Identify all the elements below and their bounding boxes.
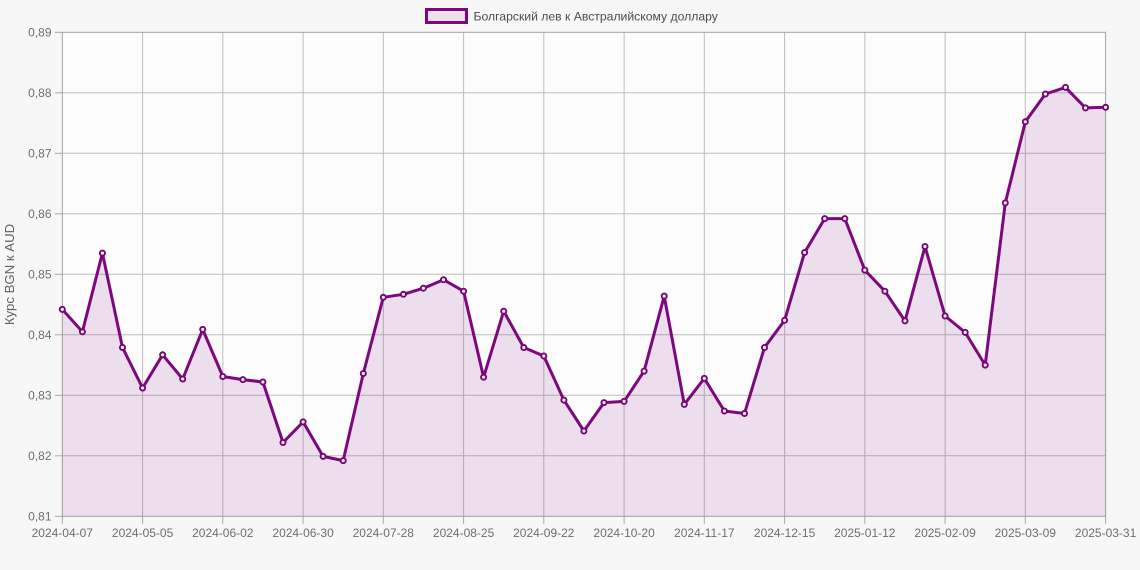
svg-text:Курс BGN к AUD: Курс BGN к AUD xyxy=(2,224,17,325)
svg-text:0,84: 0,84 xyxy=(28,328,52,342)
svg-text:2025-02-09: 2025-02-09 xyxy=(914,526,976,540)
svg-text:0,82: 0,82 xyxy=(28,449,52,463)
svg-text:2024-04-07: 2024-04-07 xyxy=(32,526,94,540)
svg-text:2024-06-30: 2024-06-30 xyxy=(272,526,334,540)
svg-text:2024-08-25: 2024-08-25 xyxy=(433,526,495,540)
svg-text:Болгарский лев к Австралийском: Болгарский лев к Австралийскому доллару xyxy=(474,9,719,23)
svg-text:2024-11-17: 2024-11-17 xyxy=(674,526,735,540)
svg-text:2025-01-12: 2025-01-12 xyxy=(834,526,896,540)
svg-text:0,83: 0,83 xyxy=(28,389,52,403)
svg-text:2025-03-09: 2025-03-09 xyxy=(995,526,1057,540)
svg-text:2024-10-20: 2024-10-20 xyxy=(593,526,655,540)
svg-text:2024-06-02: 2024-06-02 xyxy=(192,526,254,540)
svg-text:0,88: 0,88 xyxy=(28,86,52,100)
svg-text:0,87: 0,87 xyxy=(28,147,52,161)
svg-text:2024-09-22: 2024-09-22 xyxy=(513,526,575,540)
svg-text:0,85: 0,85 xyxy=(28,268,52,282)
svg-text:0,89: 0,89 xyxy=(28,26,52,40)
svg-text:0,86: 0,86 xyxy=(28,207,52,221)
svg-text:2025-03-31: 2025-03-31 xyxy=(1075,526,1137,540)
svg-text:2024-07-28: 2024-07-28 xyxy=(353,526,415,540)
svg-text:2024-12-15: 2024-12-15 xyxy=(754,526,816,540)
svg-text:0,81: 0,81 xyxy=(28,510,52,524)
svg-text:2024-05-05: 2024-05-05 xyxy=(112,526,174,540)
